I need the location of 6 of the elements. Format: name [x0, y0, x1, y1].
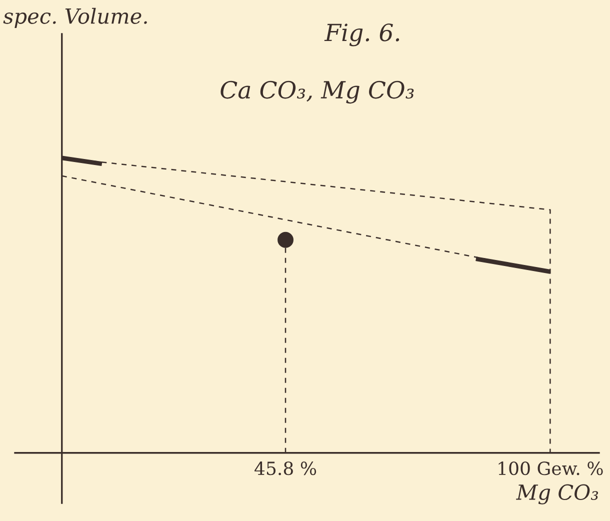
- text: spec. Volume.: [3, 8, 147, 28]
- chart-title: Fig. 6.: [324, 24, 400, 46]
- chart-subtitle: Ca CO₃, Mg CO₃: [220, 80, 414, 104]
- x-tick-label: 100 Gew. %: [498, 462, 603, 476]
- x-axis-title: Mg CO₃: [516, 484, 598, 504]
- x-tick-label: 45.8 %: [254, 462, 316, 476]
